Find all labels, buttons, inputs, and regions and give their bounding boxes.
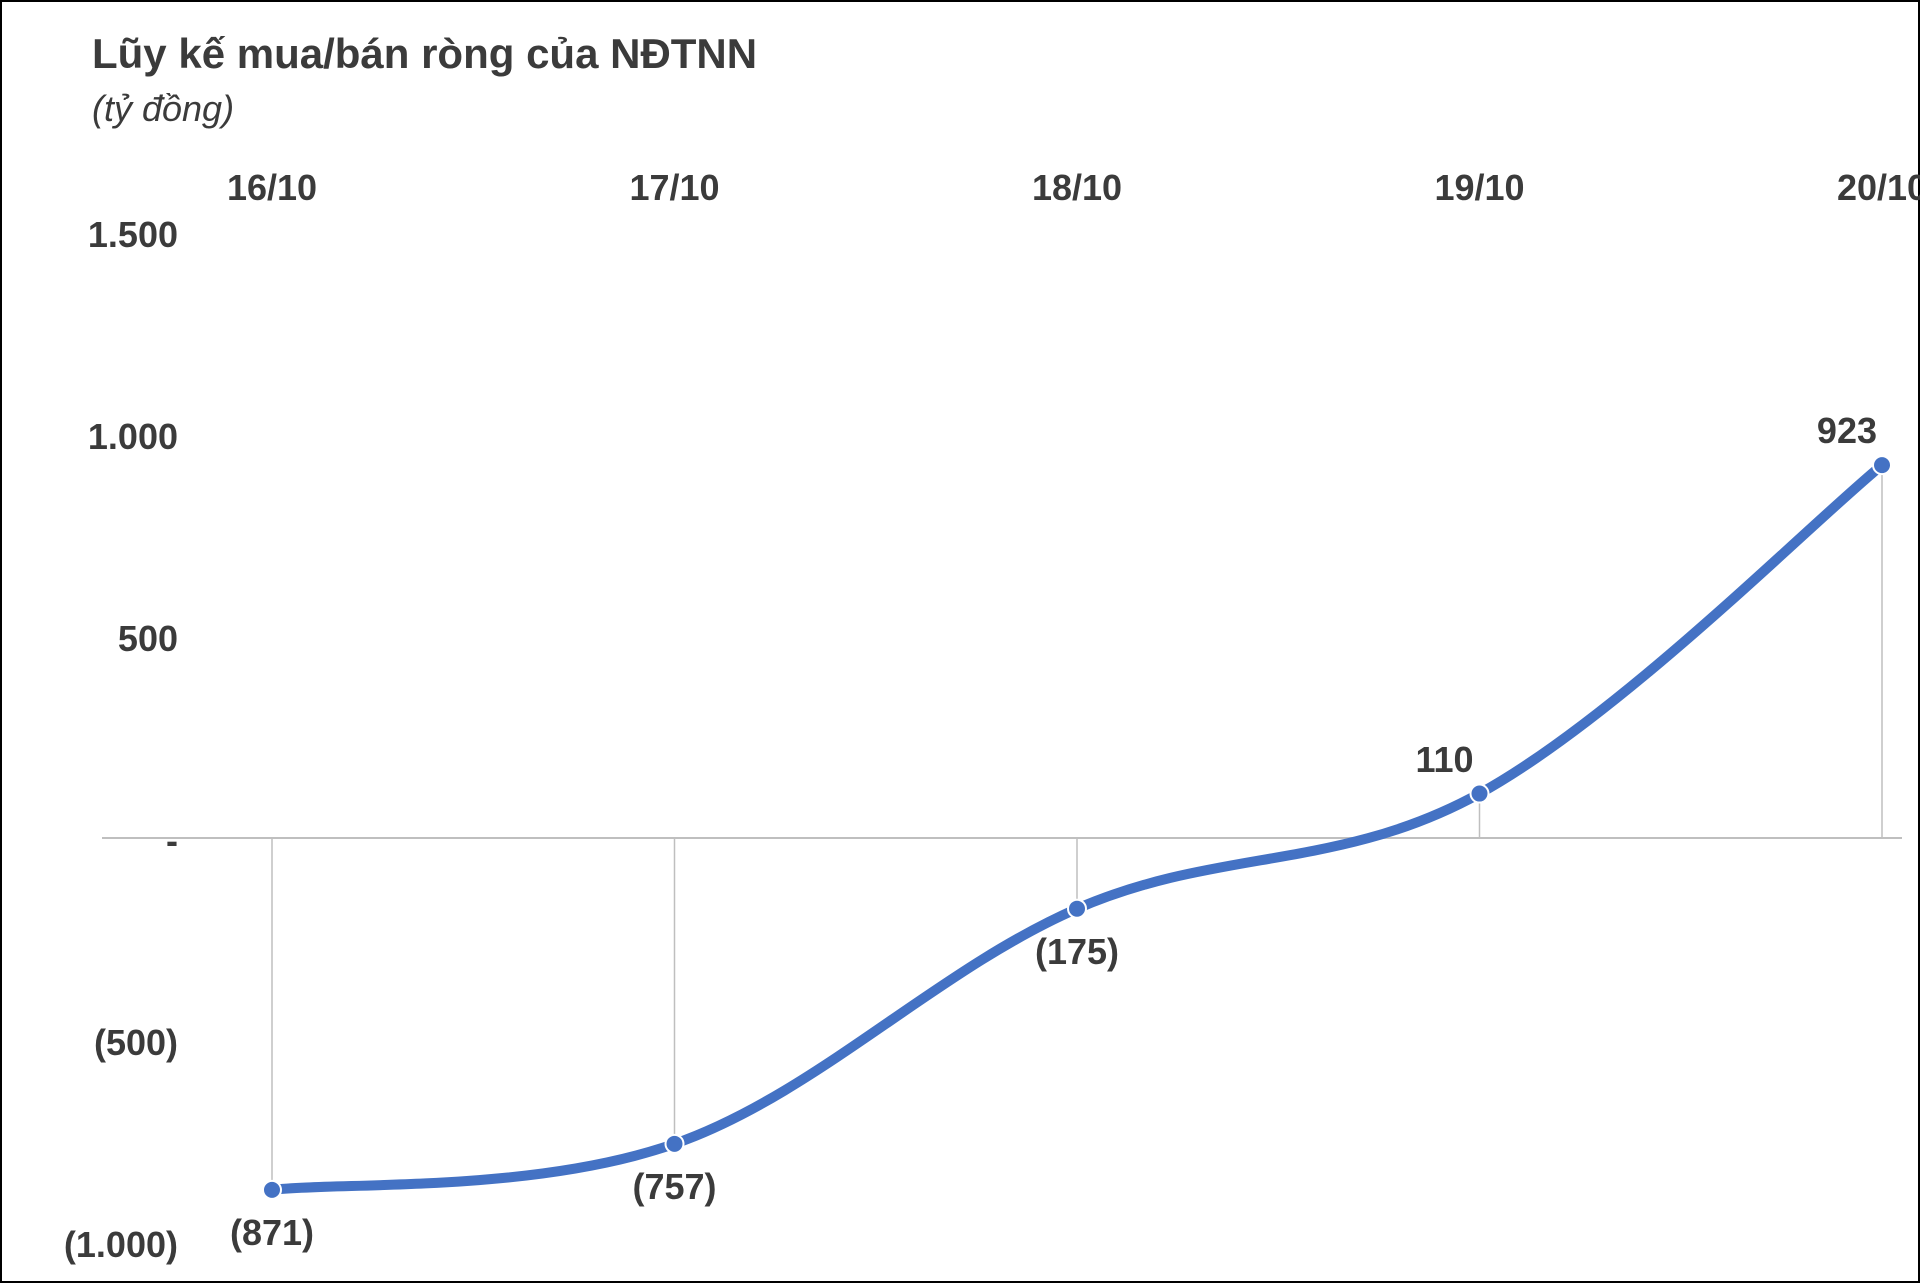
- data-marker: [263, 1181, 281, 1199]
- x-axis-label: 18/10: [1032, 167, 1122, 209]
- data-marker: [1068, 900, 1086, 918]
- data-point-label: (871): [230, 1212, 314, 1254]
- data-point-label: (175): [1035, 931, 1119, 973]
- y-axis-label: 1.000: [88, 416, 178, 458]
- y-axis-label: (1.000): [64, 1224, 178, 1266]
- data-point-label: (757): [632, 1166, 716, 1208]
- x-axis-label: 17/10: [629, 167, 719, 209]
- data-marker: [1471, 785, 1489, 803]
- y-axis-label: -: [166, 820, 178, 862]
- x-axis-label: 16/10: [227, 167, 317, 209]
- data-point-label: 110: [1415, 739, 1473, 781]
- data-marker: [1873, 456, 1891, 474]
- data-line: [272, 465, 1882, 1190]
- y-axis-label: 1.500: [88, 214, 178, 256]
- x-axis-label: 20/10: [1837, 167, 1920, 209]
- data-marker: [666, 1135, 684, 1153]
- y-axis-label: (500): [94, 1022, 178, 1064]
- chart-container: Lũy kế mua/bán ròng của NĐTNN (tỷ đồng) …: [0, 0, 1920, 1283]
- x-axis-label: 19/10: [1434, 167, 1524, 209]
- y-axis-label: 500: [118, 618, 178, 660]
- data-point-label: 923: [1817, 410, 1877, 452]
